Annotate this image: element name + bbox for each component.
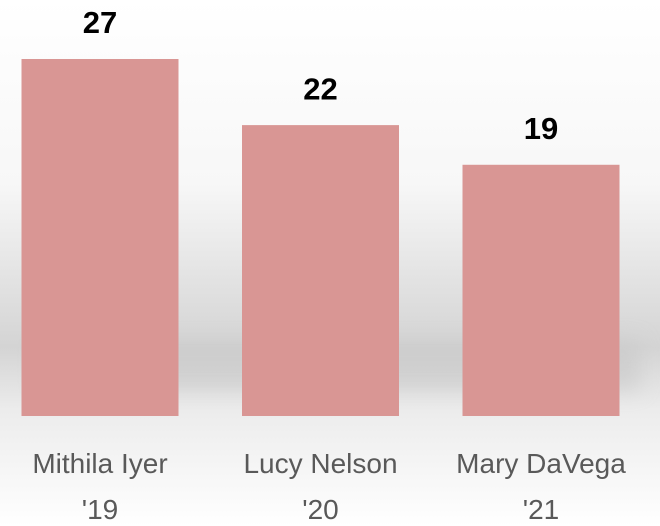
data-label: 22 bbox=[303, 71, 337, 106]
bar bbox=[462, 164, 620, 416]
x-tick-label: Mithila Iyer '19 bbox=[32, 448, 167, 525]
data-label: 27 bbox=[83, 5, 117, 40]
bar bbox=[242, 125, 399, 416]
bar bbox=[21, 59, 179, 416]
x-tick-label: Mary DaVega '21 bbox=[456, 448, 626, 525]
x-tick-label: Lucy Nelson '20 bbox=[243, 448, 397, 525]
data-label: 19 bbox=[524, 111, 558, 146]
